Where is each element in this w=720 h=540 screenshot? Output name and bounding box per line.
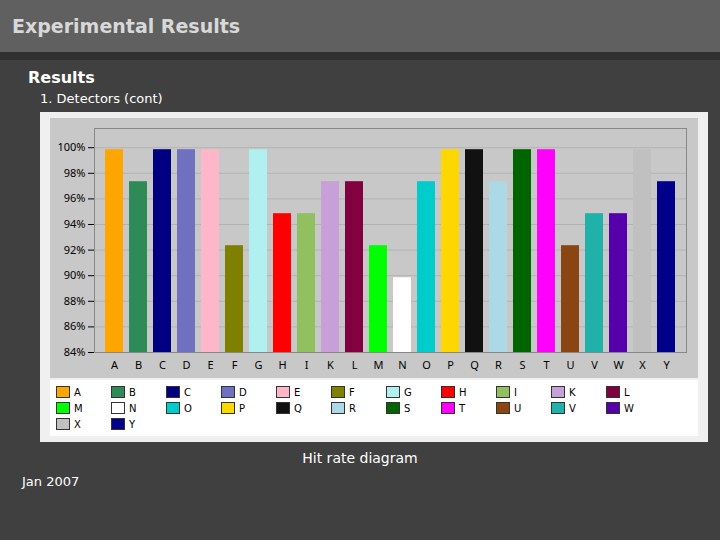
html-text:U: U — [514, 402, 522, 414]
svg-text:T: T — [543, 357, 549, 372]
svg-text:Y: Y — [663, 357, 670, 372]
html-text:K: K — [569, 386, 576, 398]
html-text:C: C — [184, 386, 191, 398]
svg-text:L: L — [352, 357, 358, 372]
html-text:H: H — [459, 386, 467, 398]
svg-text:D: D — [182, 357, 190, 372]
html-text:E: E — [294, 386, 301, 398]
svg-text:88%: 88% — [64, 293, 86, 308]
svg-text:90%: 90% — [64, 267, 86, 282]
svg-text:S: S — [519, 357, 525, 372]
html-text:B: B — [129, 386, 136, 398]
html-text:S: S — [404, 402, 411, 414]
svg-text:V: V — [591, 357, 598, 372]
html-text:Y: Y — [129, 418, 136, 430]
svg-text:N: N — [398, 357, 406, 372]
html-text:A: A — [74, 386, 81, 398]
html-text:R: R — [349, 402, 356, 414]
svg-text:K: K — [327, 357, 334, 372]
svg-text:92%: 92% — [64, 242, 86, 257]
svg-text:X: X — [639, 357, 646, 372]
svg-text:R: R — [495, 357, 502, 372]
svg-text:I: I — [305, 357, 309, 372]
svg-text:94%: 94% — [64, 216, 86, 231]
svg-text:P: P — [447, 357, 454, 372]
html-text:Hit rate diagram: Hit rate diagram — [302, 450, 418, 466]
svg-text:B: B — [135, 357, 142, 372]
svg-text:98%: 98% — [64, 165, 86, 180]
html-text:Q: Q — [294, 402, 302, 414]
svg-text:H: H — [278, 357, 286, 372]
svg-text:O: O — [422, 357, 431, 372]
svg-text:86%: 86% — [64, 318, 86, 333]
html-text:1. Detectors (cont): 1. Detectors (cont) — [40, 91, 163, 106]
svg-text:84%: 84% — [64, 344, 86, 359]
svg-text:Q: Q — [470, 357, 479, 372]
html-text:I: I — [514, 386, 517, 398]
svg-text:F: F — [232, 357, 238, 372]
svg-text:A: A — [111, 357, 119, 372]
html-text:O: O — [184, 402, 192, 414]
svg-text:G: G — [254, 357, 262, 372]
html-text:T: T — [459, 402, 466, 414]
svg-text:C: C — [159, 357, 166, 372]
html-text:Experimental Results: Experimental Results — [12, 15, 241, 37]
svg-text:96%: 96% — [64, 190, 86, 205]
html-text:N: N — [129, 402, 137, 414]
html-text:Jan 2007: Jan 2007 — [22, 474, 80, 489]
svg-text:W: W — [613, 357, 624, 372]
html-text:V: V — [569, 402, 576, 414]
html-text:M: M — [74, 402, 83, 414]
html-text:X: X — [74, 418, 81, 430]
html-text:F: F — [349, 386, 355, 398]
html-text:Results: Results — [28, 68, 95, 87]
svg-text:100%: 100% — [57, 139, 85, 154]
html-text:W: W — [624, 402, 634, 414]
svg-text:E: E — [207, 357, 213, 372]
html-text:L: L — [624, 386, 630, 398]
html-text:G: G — [404, 386, 412, 398]
svg-text:M: M — [374, 357, 384, 372]
svg-text:U: U — [566, 357, 574, 372]
html-text:D: D — [239, 386, 247, 398]
html-text:P: P — [239, 402, 245, 414]
